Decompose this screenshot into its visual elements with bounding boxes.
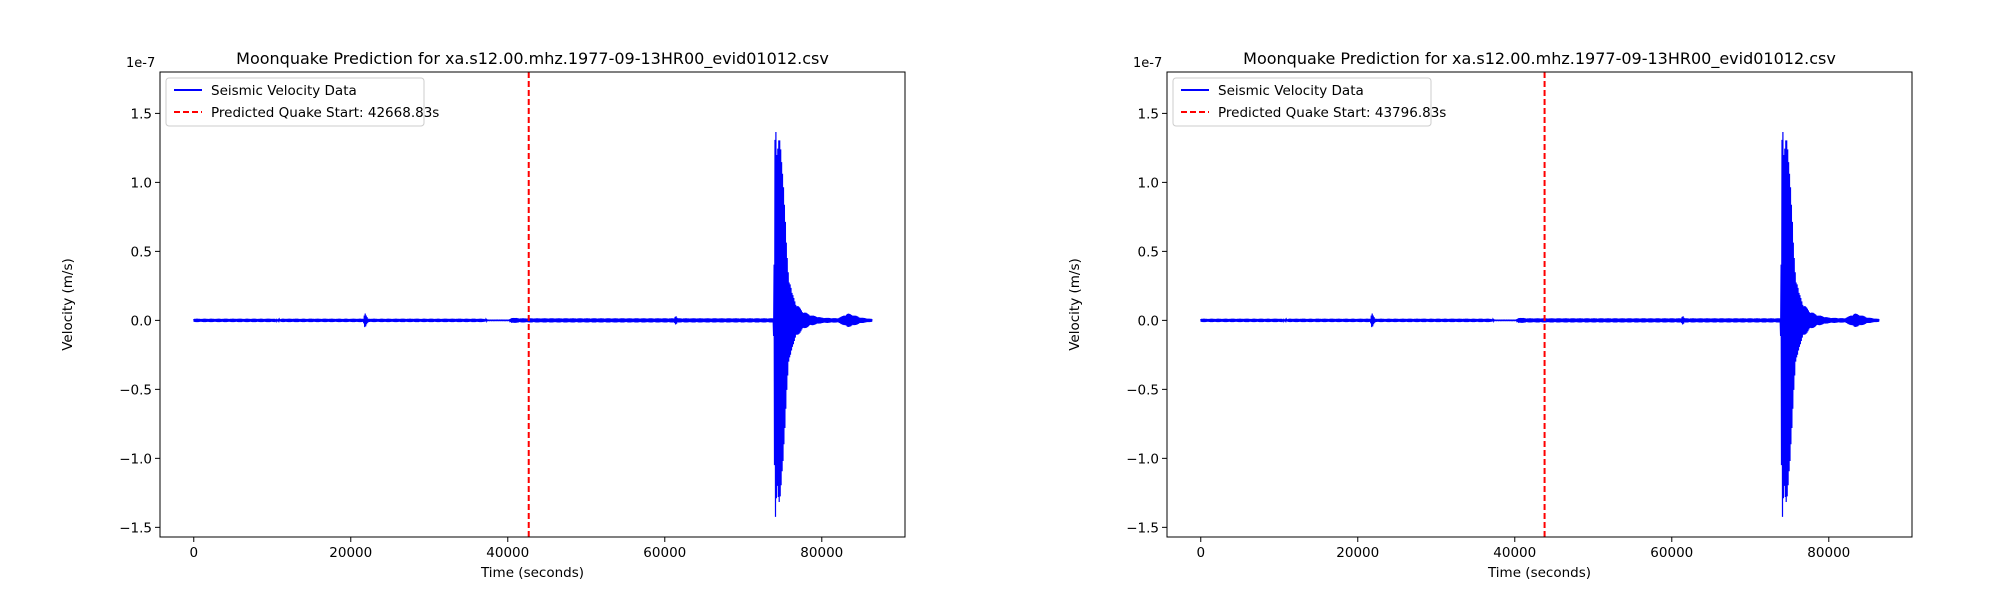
y-offset-label-2: 1e-7 [1133,56,1162,71]
x-tick-label-2-20000: 20000 [1336,545,1379,561]
x-tick-label-1-60000: 60000 [643,545,686,561]
axes-frame-2 [1166,71,1913,538]
x-tick-label-2-60000: 60000 [1650,545,1693,561]
y-axis-label-2: Velocity (m/s) [1067,258,1083,351]
series-line-seismic-2 [1200,131,1880,517]
y-tick-label-2-4: 0.5 [1138,244,1159,260]
x-tick-label-2-40000: 40000 [1493,545,1536,561]
chart-panel-1: 0 20000 40000 60000 80000 −1.5 −1.0 −0.5 0.0 0.5 1… [60,49,906,581]
legend-label-seismic-1: Seismic Velocity Data [211,83,357,99]
axis-ticks-1: 0 20000 40000 60000 80000 −1.5 −1.0 −0.5 0.0 0.5 1… [119,106,843,561]
axes-frame-1 [159,71,906,538]
x-tick-label-1-80000: 80000 [800,545,843,561]
legend-2: Seismic Velocity Data Predicted Quake St… [1172,77,1446,127]
axis-ticks-2: 0 20000 40000 60000 80000 −1.5 −1.0 −0.5 0.0 0.5 1… [1126,106,1850,561]
x-tick-label-2-0: 0 [1196,545,1205,561]
y-tick-label-2-3: 0.0 [1138,313,1159,329]
x-tick-label-1-0: 0 [189,545,198,561]
y-tick-label-2-6: 1.5 [1138,106,1159,122]
x-tick-label-1-40000: 40000 [486,545,529,561]
y-offset-label-1: 1e-7 [126,56,155,71]
legend-box-2 [1172,77,1432,127]
plot-area-2 [1200,72,1880,537]
y-axis-label-1: Velocity (m/s) [60,258,76,351]
y-tick-label-1-5: 1.0 [131,175,152,191]
y-tick-label-1-3: 0.0 [131,313,152,329]
series-line-seismic-1 [193,131,873,517]
legend-1: Seismic Velocity Data Predicted Quake St… [165,77,439,127]
chart-title-1: Moonquake Prediction for xa.s12.00.mhz.1… [236,49,829,69]
y-tick-label-1-0: −1.5 [119,520,152,536]
chart-title-2: Moonquake Prediction for xa.s12.00.mhz.1… [1243,49,1836,69]
legend-label-prediction-2: Predicted Quake Start: 43796.83s [1218,105,1446,121]
y-tick-label-2-1: −1.0 [1126,451,1159,467]
x-axis-label-1: Time (seconds) [480,565,584,581]
y-tick-label-1-2: −0.5 [119,382,152,398]
y-tick-label-1-4: 0.5 [131,244,152,260]
x-axis-label-2: Time (seconds) [1487,565,1591,581]
legend-box-1 [165,77,425,127]
plot-area-1 [193,72,873,537]
y-tick-label-2-2: −0.5 [1126,382,1159,398]
legend-label-prediction-1: Predicted Quake Start: 42668.83s [211,105,439,121]
y-tick-label-2-5: 1.0 [1138,175,1159,191]
legend-label-seismic-2: Seismic Velocity Data [1218,83,1364,99]
chart-panel-2: 0 20000 40000 60000 80000 −1.5 −1.0 −0.5 0.0 0.5 1… [1067,49,1913,581]
x-tick-label-1-20000: 20000 [329,545,372,561]
y-tick-label-1-1: −1.0 [119,451,152,467]
y-tick-label-1-6: 1.5 [131,106,152,122]
y-tick-label-2-0: −1.5 [1126,520,1159,536]
x-tick-label-2-80000: 80000 [1807,545,1850,561]
